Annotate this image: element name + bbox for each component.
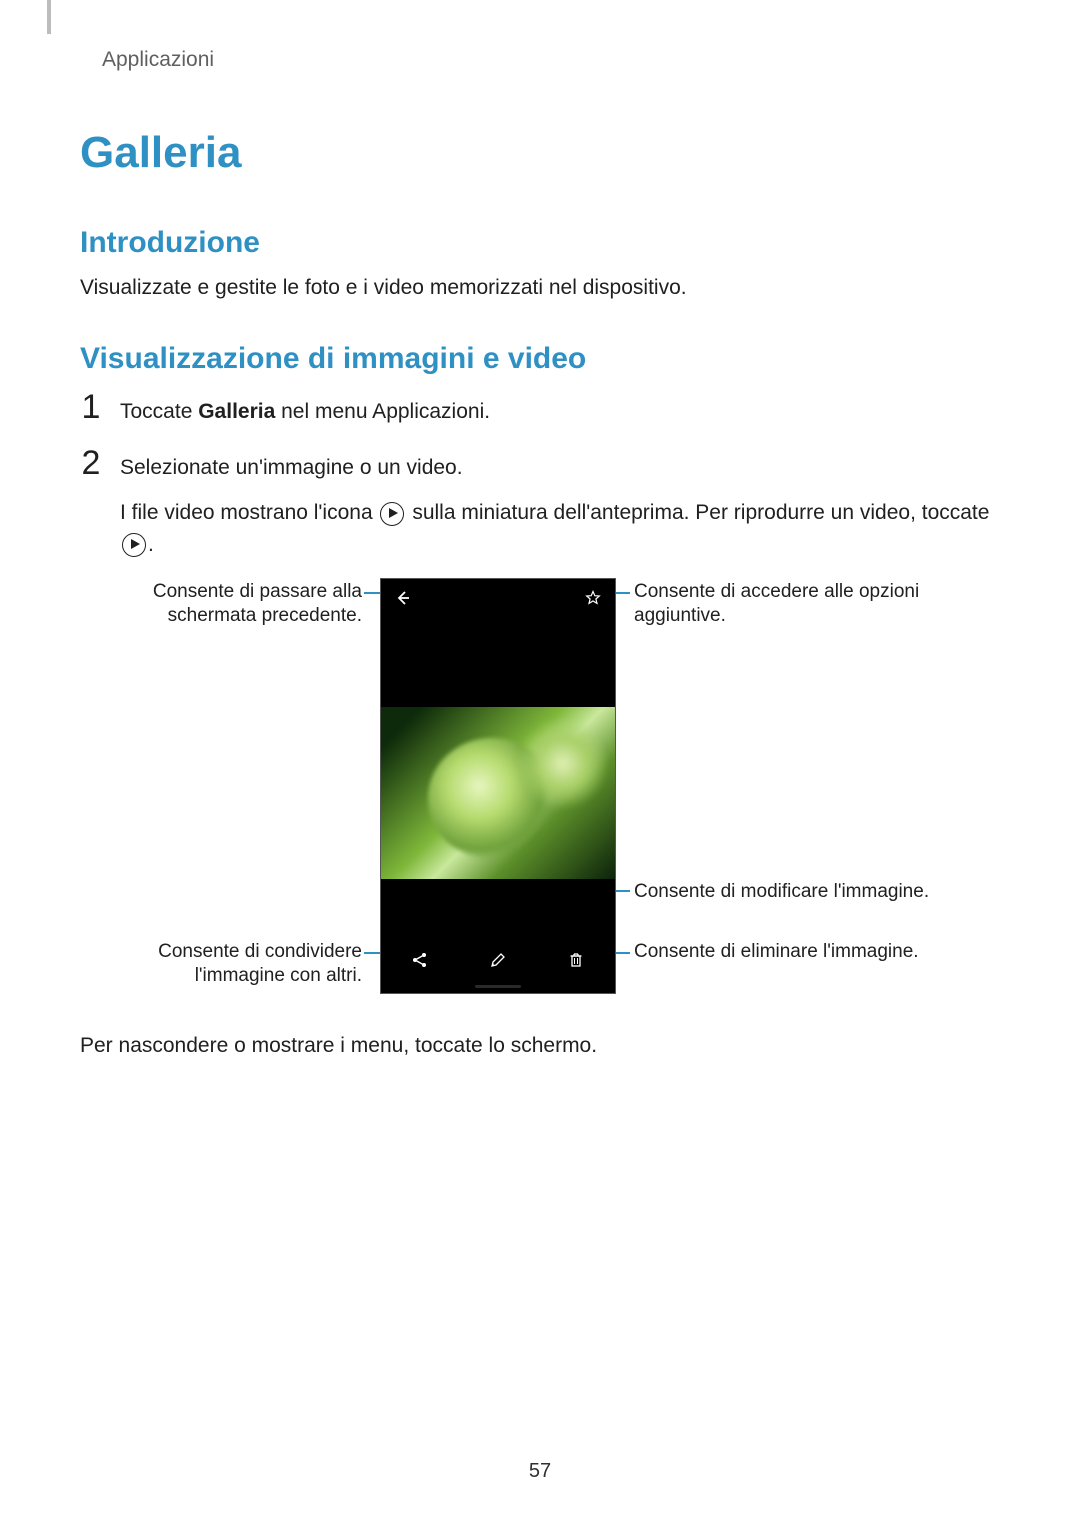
step2-sub-before: I file video mostrano l'icona [120, 501, 378, 524]
screenshot-topbar [381, 579, 615, 617]
step-number: 2 [80, 446, 102, 480]
step-body: Selezionate un'immagine o un video. I fi… [120, 452, 1000, 561]
step2-subtext: I file video mostrano l'icona sulla mini… [120, 497, 1000, 560]
annotated-screenshot: Consente di passare alla schermata prece… [80, 578, 1000, 1008]
step1-text-before: Toccate [120, 400, 198, 423]
section-view-heading: Visualizzazione di immagini e video [80, 342, 1000, 376]
step2-sub-mid: sulla miniatura dell'anteprima. Per ripr… [406, 501, 989, 524]
step-body: Toccate Galleria nel menu Applicazioni. [120, 396, 1000, 428]
page-number: 57 [0, 1460, 1080, 1483]
callout-back: Consente di passare alla schermata prece… [80, 580, 362, 628]
step-2: 2 Selezionate un'immagine o un video. I … [80, 446, 1000, 561]
screenshot-photo [381, 707, 615, 879]
callout-edit: Consente di modificare l'immagine. [634, 880, 994, 904]
step-number: 1 [80, 390, 102, 424]
callout-delete: Consente di eliminare l'immagine. [634, 940, 994, 964]
step2-text: Selezionate un'immagine o un video. [120, 456, 463, 479]
step1-bold: Galleria [198, 400, 275, 423]
screenshot-home-indicator [475, 985, 522, 988]
breadcrumb: Applicazioni [102, 48, 1000, 72]
back-arrow-icon [395, 590, 411, 606]
page-title: Galleria [80, 128, 1000, 178]
play-icon [380, 502, 404, 526]
after-figure-text: Per nascondere o mostrare i menu, toccat… [80, 1034, 1000, 1058]
play-icon [122, 533, 146, 557]
section-intro-heading: Introduzione [80, 226, 1000, 260]
edit-pencil-icon [489, 951, 507, 974]
step2-sub-after: . [148, 533, 154, 556]
share-icon [411, 951, 429, 974]
step-1: 1 Toccate Galleria nel menu Applicazioni… [80, 390, 1000, 428]
callout-options: Consente di accedere alle opzioni aggiun… [634, 580, 974, 628]
trash-icon [567, 951, 585, 974]
page: Applicazioni Galleria Introduzione Visua… [0, 0, 1080, 1527]
callout-share: Consente di condividere l'immagine con a… [80, 940, 362, 988]
star-outline-icon [585, 590, 601, 606]
step1-text-after: nel menu Applicazioni. [275, 400, 490, 423]
intro-text: Visualizzate e gestite le foto e i video… [80, 274, 1000, 302]
phone-screenshot [380, 578, 616, 994]
page-edge-mark [47, 0, 51, 34]
